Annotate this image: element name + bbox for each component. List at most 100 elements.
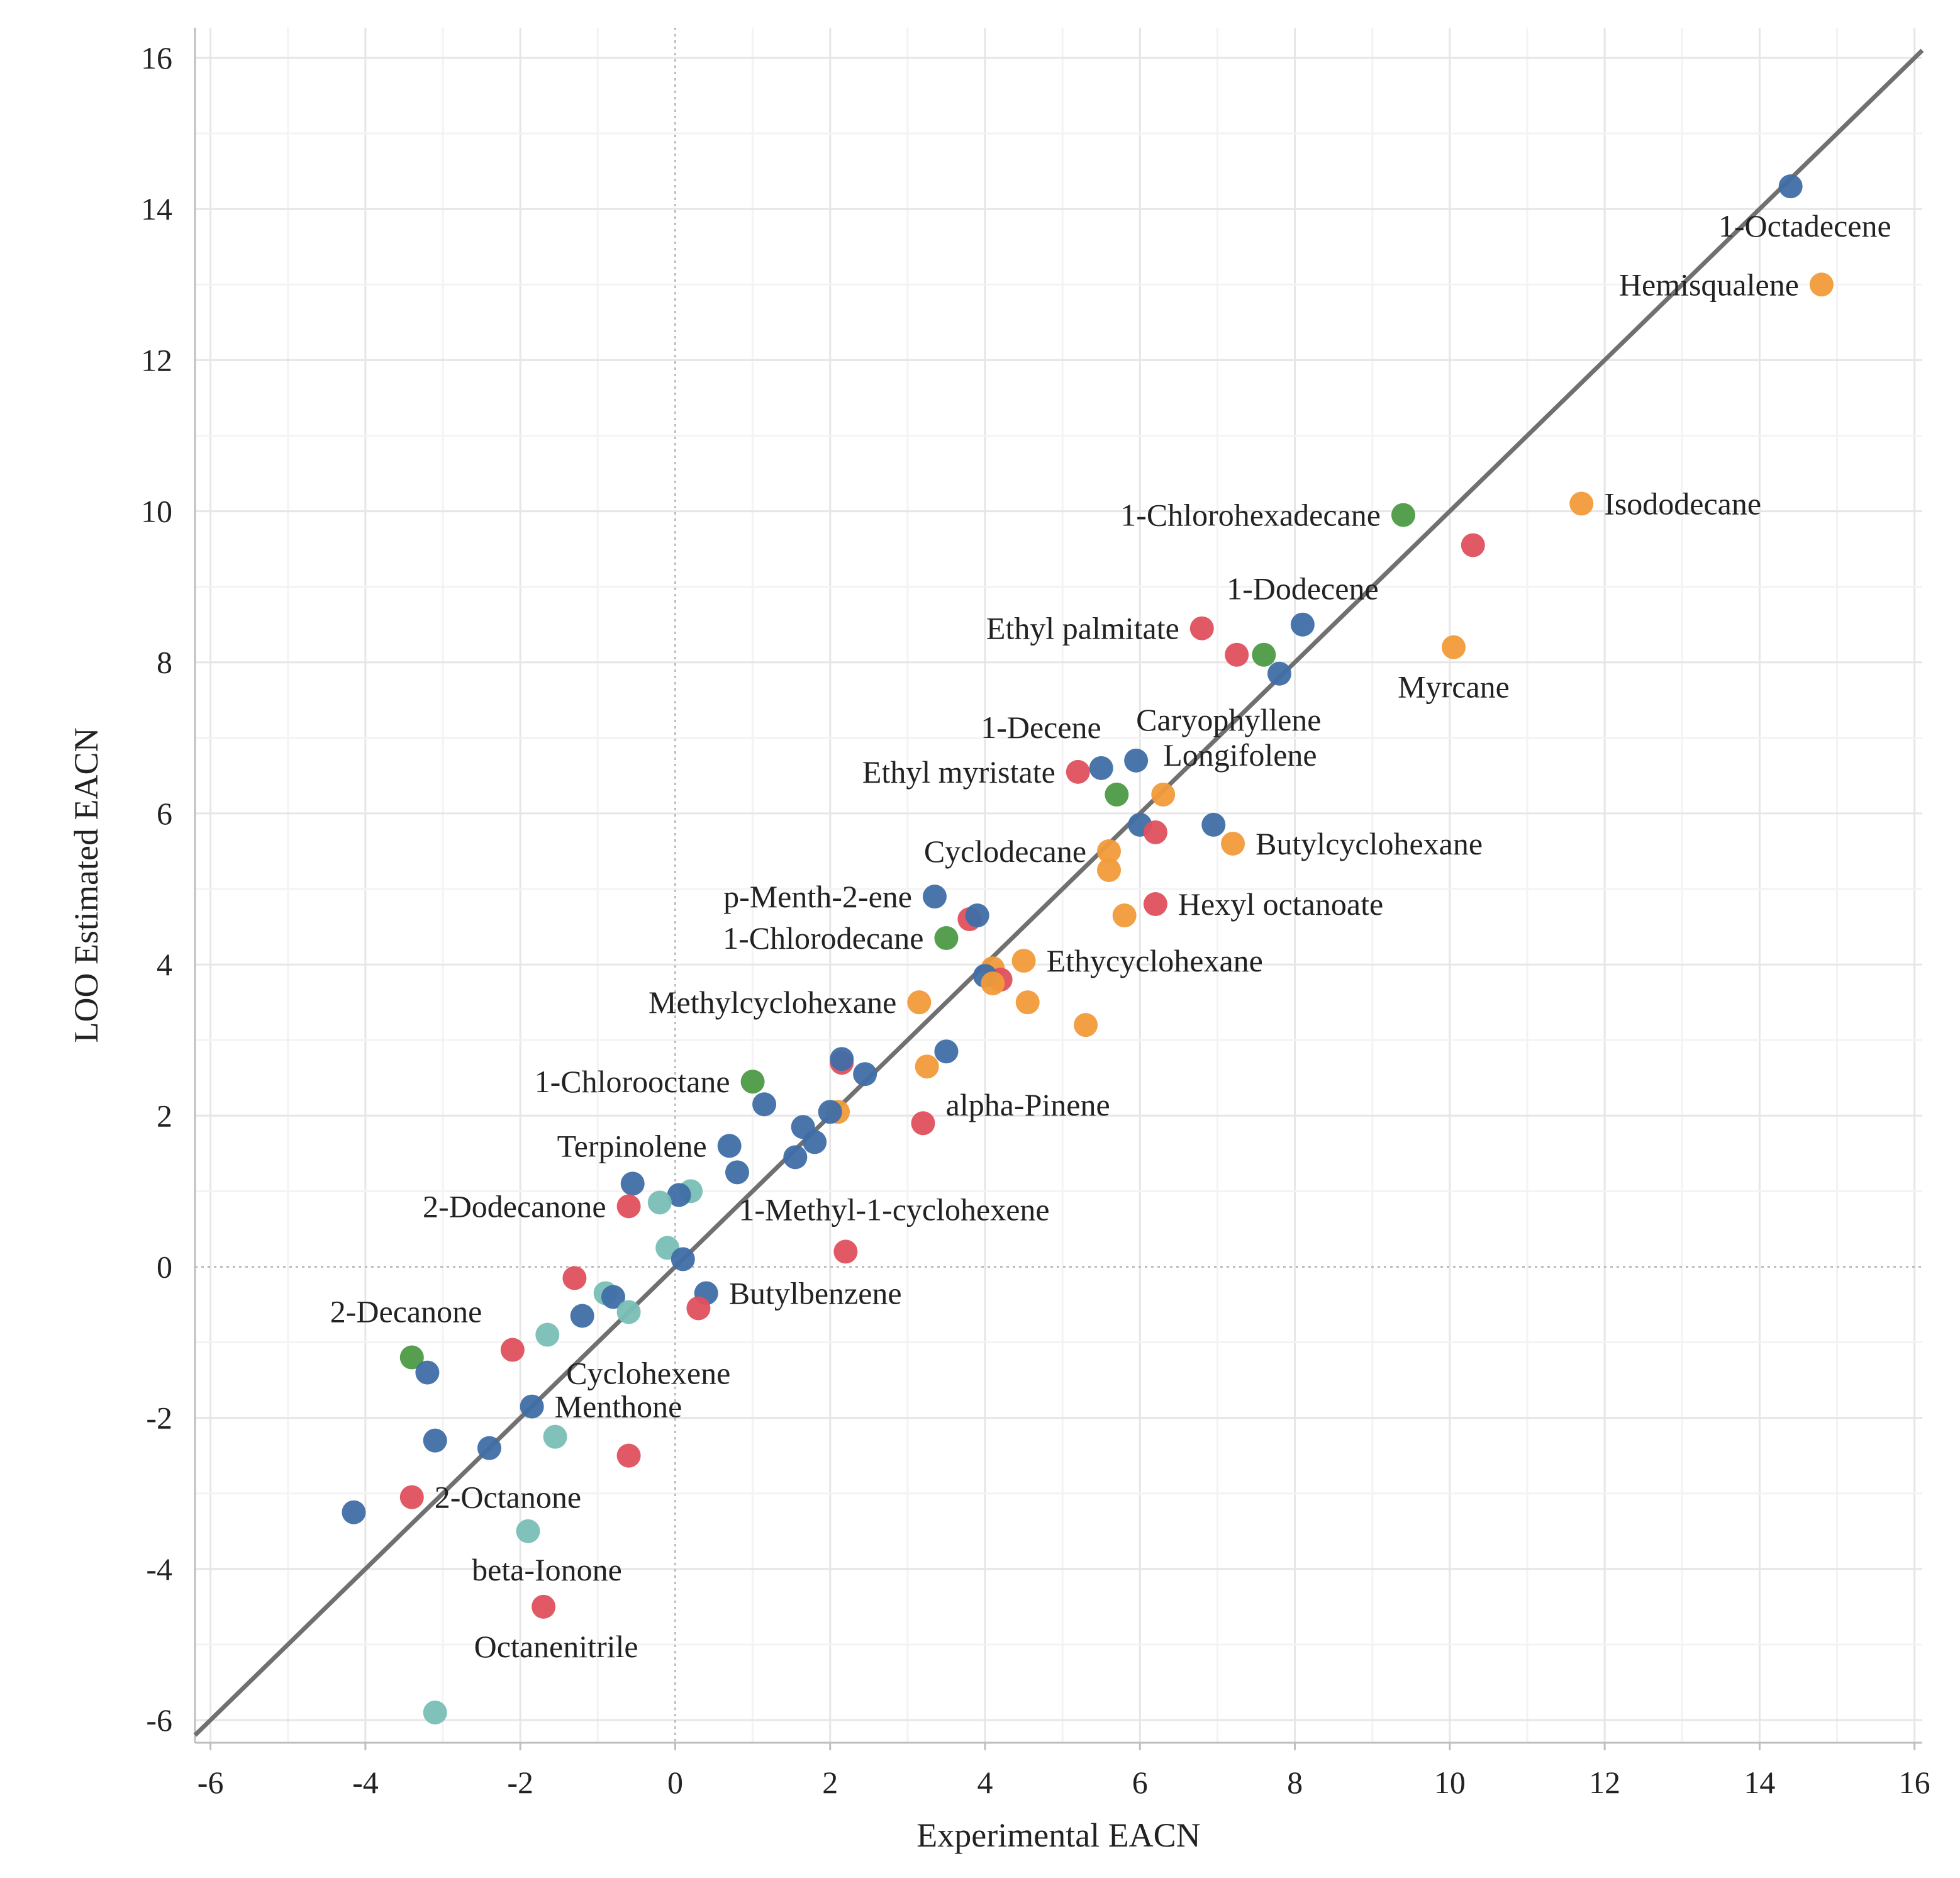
point-label: Longifolene: [1163, 737, 1317, 773]
data-point-red: [833, 1239, 858, 1264]
data-point-red: [1225, 642, 1249, 667]
point-label: 1-Chlorodecane: [723, 920, 923, 956]
data-point-orange: [1442, 635, 1466, 659]
data-point-blue: [1290, 612, 1315, 637]
data-point-blue: [477, 1436, 501, 1460]
data-point-green: [1105, 782, 1129, 807]
y-tick-label: 4: [157, 947, 172, 982]
point-labels: 1-Octadecene Hemisqualene Isododecane 1-Chl…: [330, 208, 1891, 1664]
data-point-blue: [853, 1062, 877, 1087]
x-tick-label: 16: [1899, 1765, 1930, 1800]
y-tick-label: -6: [146, 1702, 172, 1738]
point-label: Methylcyclohexane: [649, 985, 896, 1020]
x-tick-label: 4: [977, 1765, 993, 1800]
point-label: Cyclodecane: [924, 834, 1086, 869]
data-point-orange: [1015, 990, 1040, 1015]
point-label: 1-Octadecene: [1718, 208, 1891, 243]
data-point-red: [399, 1485, 424, 1509]
data-point-blue: [667, 1183, 691, 1207]
x-tick-label: 6: [1132, 1765, 1148, 1800]
point-label: Octanenitrile: [474, 1629, 638, 1664]
data-point-blue: [415, 1360, 440, 1385]
y-axis-title: LOO Estimated EACN: [67, 728, 105, 1043]
data-point-orange: [1074, 1013, 1098, 1037]
data-point-blue: [342, 1500, 366, 1524]
data-point-orange: [1151, 782, 1176, 807]
point-label: p-Menth-2-ene: [723, 879, 912, 914]
data-point-teal: [423, 1700, 447, 1724]
x-axis-title: Experimental EACN: [916, 1816, 1200, 1854]
data-point-blue: [671, 1247, 695, 1272]
axes: [194, 28, 1922, 1744]
point-label: Cyclohexene: [566, 1356, 730, 1391]
data-point-red: [911, 1111, 935, 1136]
point-label: 2-Octanone: [435, 1480, 581, 1515]
data-point-blue: [830, 1047, 854, 1071]
y-tick-label: 0: [157, 1249, 172, 1284]
data-point-orange: [1112, 903, 1137, 928]
x-tick-label: -6: [198, 1765, 224, 1800]
data-point-red: [1143, 820, 1167, 844]
grid: [195, 28, 1922, 1743]
x-tick-label: 8: [1287, 1765, 1303, 1800]
point-label: Butylbenzene: [729, 1275, 902, 1311]
point-label: 1-Chlorohexadecane: [1120, 498, 1381, 533]
data-points: [342, 174, 1834, 1724]
data-point-red: [500, 1338, 525, 1362]
data-point-blue: [1089, 756, 1113, 780]
point-label: Isododecane: [1604, 486, 1761, 522]
data-point-blue: [423, 1428, 447, 1453]
data-point-blue: [783, 1145, 808, 1170]
data-point-teal: [535, 1322, 560, 1347]
data-point-red: [1189, 616, 1214, 640]
data-point-blue: [1124, 748, 1149, 773]
point-label: Myrcane: [1398, 669, 1510, 705]
data-point-orange: [1097, 839, 1122, 863]
data-point-blue: [717, 1134, 742, 1158]
data-point-green: [740, 1070, 765, 1094]
zero-lines: [195, 28, 1922, 1743]
data-point-blue: [1267, 661, 1291, 686]
data-point-red: [686, 1296, 711, 1321]
x-tick-label: 0: [667, 1765, 683, 1800]
data-point-blue: [752, 1092, 777, 1117]
point-label: 1-Decene: [981, 710, 1101, 745]
data-point-red: [616, 1443, 641, 1468]
data-point-blue: [620, 1171, 645, 1196]
point-label: Ethyl myristate: [862, 754, 1055, 790]
data-point-teal: [516, 1519, 540, 1543]
data-point-blue: [922, 885, 947, 909]
point-label: 1-Dodecene: [1227, 571, 1379, 606]
point-label: Ethyl palmitate: [986, 611, 1179, 646]
point-label: alpha-Pinene: [946, 1087, 1110, 1122]
data-point-orange: [1809, 272, 1834, 297]
point-label: Terpinolene: [557, 1128, 707, 1163]
data-point-blue: [803, 1130, 827, 1154]
y-tick-label: -2: [146, 1400, 172, 1436]
data-point-teal: [647, 1190, 672, 1215]
data-point-red: [1461, 533, 1485, 557]
data-point-blue: [725, 1160, 749, 1185]
data-point-blue: [570, 1304, 594, 1328]
data-point-orange: [1569, 491, 1594, 516]
y-tick-label: 2: [157, 1098, 172, 1133]
x-tick-label: 14: [1744, 1765, 1775, 1800]
x-tick-label: 2: [822, 1765, 838, 1800]
point-label: Menthone: [555, 1389, 682, 1424]
data-point-green: [1252, 642, 1276, 667]
y-tick-label: 14: [141, 191, 172, 226]
data-point-orange: [1221, 831, 1245, 856]
data-point-red: [562, 1266, 587, 1290]
x-tick-label: 12: [1589, 1765, 1620, 1800]
point-label: beta-Ionone: [472, 1552, 622, 1587]
y-tick-label: 10: [141, 494, 172, 529]
data-point-green: [399, 1345, 424, 1370]
data-point-green: [934, 926, 959, 951]
tick-labels: -6 -4 -2 0 2 4 6 8 10 12 14 16 -6 -4 -2 0 2 4 6 8 10 12 14 16: [141, 40, 1930, 1800]
data-point-orange: [1097, 858, 1122, 882]
data-point-orange: [915, 1054, 939, 1079]
data-point-orange: [907, 990, 932, 1015]
data-point-teal: [616, 1300, 641, 1324]
